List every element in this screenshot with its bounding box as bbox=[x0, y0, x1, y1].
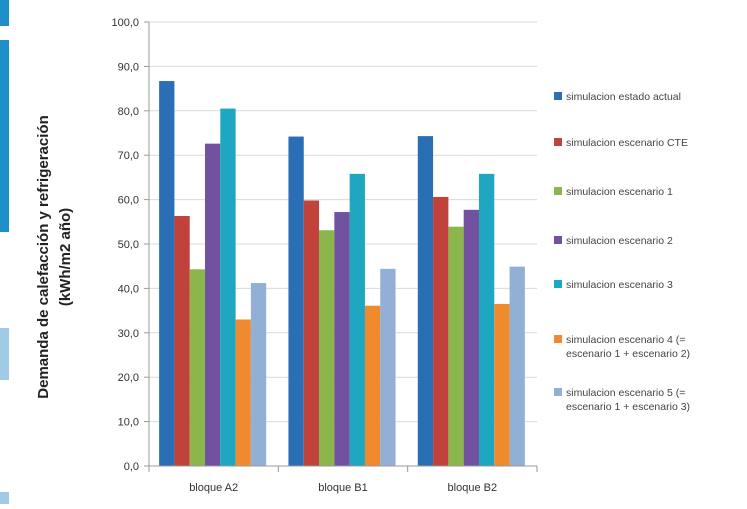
bar bbox=[380, 268, 396, 466]
bar bbox=[494, 303, 510, 466]
y-tick-label: 60,0 bbox=[118, 195, 139, 207]
bar bbox=[189, 269, 206, 466]
bar bbox=[174, 216, 190, 466]
bar bbox=[463, 209, 479, 466]
legend-swatch bbox=[554, 236, 562, 244]
y-tick-label: 70,0 bbox=[118, 150, 139, 162]
y-tick-label: 90,0 bbox=[118, 61, 139, 73]
bar bbox=[159, 81, 175, 466]
bar bbox=[364, 305, 381, 466]
bar bbox=[288, 136, 304, 466]
y-tick-label: 40,0 bbox=[118, 283, 139, 295]
y-tick-label: 20,0 bbox=[118, 372, 139, 384]
y-tick-label: 10,0 bbox=[118, 417, 139, 429]
bar bbox=[220, 108, 236, 466]
bar bbox=[303, 200, 320, 466]
bar bbox=[319, 230, 335, 466]
bar bbox=[433, 196, 449, 466]
y-tick-label: 100,0 bbox=[111, 17, 139, 29]
bar bbox=[478, 173, 495, 466]
bar bbox=[349, 173, 365, 466]
legend-swatch bbox=[554, 187, 562, 195]
legend-swatch bbox=[554, 280, 562, 288]
legend-label: simulacion escenario 4 (= bbox=[566, 334, 685, 346]
legend-label: simulacion escenario 5 (= bbox=[566, 387, 685, 399]
y-tick-label: 50,0 bbox=[118, 239, 139, 251]
legend-label: simulacion escenario 2 bbox=[566, 235, 673, 247]
bar bbox=[235, 319, 251, 466]
y-tick-label: 30,0 bbox=[118, 328, 139, 340]
legend-swatch bbox=[554, 92, 562, 100]
x-tick-label: bloque B1 bbox=[318, 482, 368, 494]
bar bbox=[205, 143, 221, 466]
legend-label: simulacion escenario CTE bbox=[566, 137, 688, 149]
y-tick-label: 80,0 bbox=[118, 106, 139, 118]
y-tick-label: 0,0 bbox=[124, 461, 139, 473]
bar bbox=[250, 283, 267, 466]
legend-label: escenario 1 + escenario 3) bbox=[566, 401, 690, 413]
legend-label: simulacion estado actual bbox=[566, 91, 681, 103]
edge-strip-top bbox=[0, 0, 9, 26]
legend-label: escenario 1 + escenario 2) bbox=[566, 348, 690, 360]
bar bbox=[509, 266, 525, 466]
bar bbox=[334, 212, 350, 466]
legend-swatch bbox=[554, 138, 562, 146]
legend-label: simulacion escenario 1 bbox=[566, 186, 673, 198]
legend-label: simulacion escenario 3 bbox=[566, 279, 673, 291]
x-tick-label: bloque B2 bbox=[448, 482, 498, 494]
bar bbox=[417, 136, 434, 466]
bar bbox=[448, 226, 464, 466]
x-tick-label: bloque A2 bbox=[189, 482, 238, 494]
edge-strip-lower bbox=[0, 328, 9, 380]
edge-strip-bottom bbox=[0, 492, 9, 504]
y-axis-title-line2: (kWh/m2 año) bbox=[57, 208, 74, 306]
legend-swatch bbox=[554, 335, 562, 343]
legend-swatch bbox=[554, 388, 562, 396]
y-axis-title-line1: Demanda de calefacción y refrigeración bbox=[35, 115, 52, 398]
edge-strip-upper bbox=[0, 40, 9, 232]
